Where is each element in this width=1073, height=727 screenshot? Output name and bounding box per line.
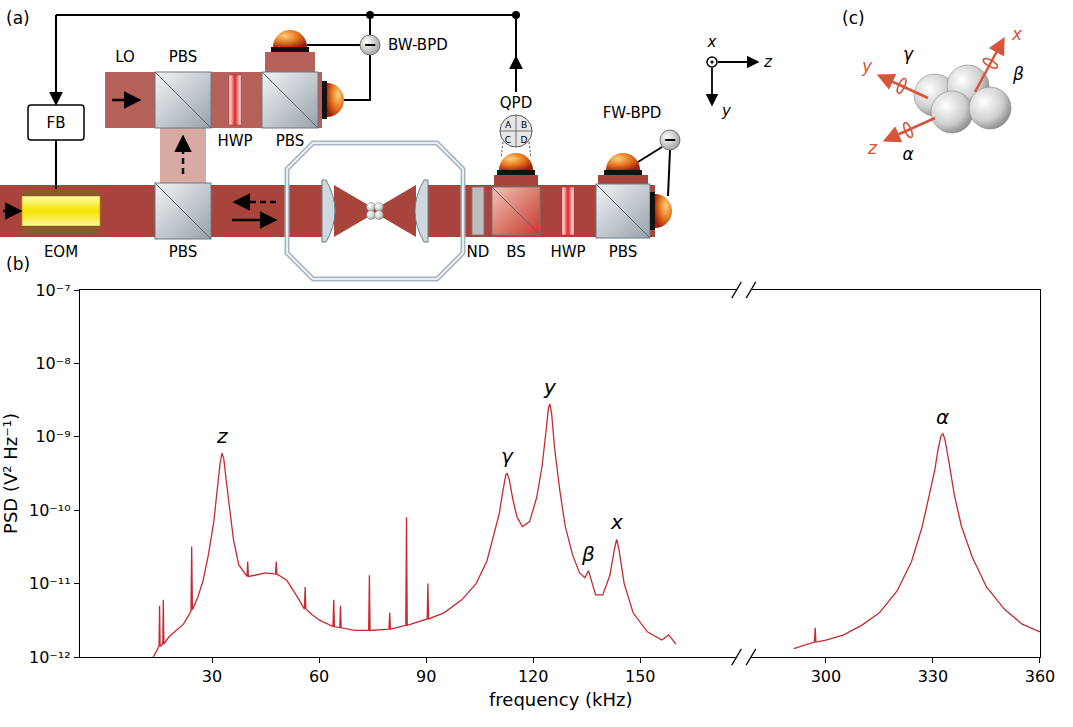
svg-text:HWP: HWP bbox=[217, 132, 252, 150]
svg-text:90: 90 bbox=[416, 667, 436, 686]
svg-text:330: 330 bbox=[918, 667, 949, 686]
svg-text:30: 30 bbox=[202, 667, 222, 686]
svg-text:10⁻⁸: 10⁻⁸ bbox=[35, 354, 70, 373]
svg-text:60: 60 bbox=[309, 667, 329, 686]
svg-text:(b): (b) bbox=[6, 254, 30, 274]
svg-text:10⁻⁷: 10⁻⁷ bbox=[35, 281, 70, 300]
svg-text:BS: BS bbox=[506, 243, 526, 261]
svg-text:BW-BPD: BW-BPD bbox=[388, 36, 448, 54]
svg-text:PBS: PBS bbox=[609, 243, 638, 261]
svg-text:x: x bbox=[610, 510, 623, 534]
svg-text:QPD: QPD bbox=[500, 94, 532, 112]
svg-text:360: 360 bbox=[1025, 667, 1056, 686]
svg-text:x: x bbox=[707, 33, 717, 51]
svg-text:10⁻¹¹: 10⁻¹¹ bbox=[29, 574, 71, 593]
svg-text:(c): (c) bbox=[842, 8, 865, 28]
svg-text:PBS: PBS bbox=[276, 132, 305, 150]
svg-text:10⁻¹⁰: 10⁻¹⁰ bbox=[29, 501, 71, 520]
svg-text:D: D bbox=[521, 135, 528, 145]
svg-text:β: β bbox=[1012, 64, 1024, 84]
svg-text:LO: LO bbox=[115, 48, 135, 66]
svg-text:−: − bbox=[363, 35, 376, 54]
svg-text:HWP: HWP bbox=[550, 243, 585, 261]
svg-text:γ: γ bbox=[501, 444, 514, 468]
svg-text:y: y bbox=[861, 56, 873, 76]
svg-text:γ: γ bbox=[903, 44, 914, 64]
svg-text:300: 300 bbox=[811, 667, 842, 686]
svg-text:150: 150 bbox=[625, 667, 656, 686]
svg-text:ND: ND bbox=[467, 243, 490, 261]
svg-text:A: A bbox=[505, 120, 512, 130]
svg-text:FW-BPD: FW-BPD bbox=[603, 104, 662, 122]
svg-text:PSD (V² Hz⁻¹): PSD (V² Hz⁻¹) bbox=[0, 413, 21, 534]
svg-text:β: β bbox=[581, 542, 595, 566]
svg-text:(a): (a) bbox=[6, 8, 30, 28]
svg-text:PBS: PBS bbox=[169, 48, 198, 66]
svg-text:α: α bbox=[936, 405, 949, 429]
svg-text:PBS: PBS bbox=[169, 243, 198, 261]
svg-text:x: x bbox=[1011, 24, 1023, 44]
svg-text:10⁻⁹: 10⁻⁹ bbox=[35, 427, 70, 446]
svg-text:B: B bbox=[521, 120, 527, 130]
svg-text:frequency (kHz): frequency (kHz) bbox=[489, 689, 632, 710]
svg-text:EOM: EOM bbox=[44, 243, 78, 261]
svg-text:120: 120 bbox=[518, 667, 549, 686]
svg-text:10⁻¹²: 10⁻¹² bbox=[29, 648, 71, 667]
svg-text:z: z bbox=[216, 424, 228, 448]
svg-text:−: − bbox=[663, 130, 676, 149]
svg-text:y: y bbox=[721, 102, 732, 120]
svg-text:FB: FB bbox=[47, 114, 66, 132]
svg-text:α: α bbox=[902, 144, 913, 164]
svg-text:y: y bbox=[543, 375, 557, 399]
svg-text:z: z bbox=[763, 53, 773, 71]
svg-text:z: z bbox=[867, 138, 878, 158]
svg-text:C: C bbox=[505, 135, 511, 145]
